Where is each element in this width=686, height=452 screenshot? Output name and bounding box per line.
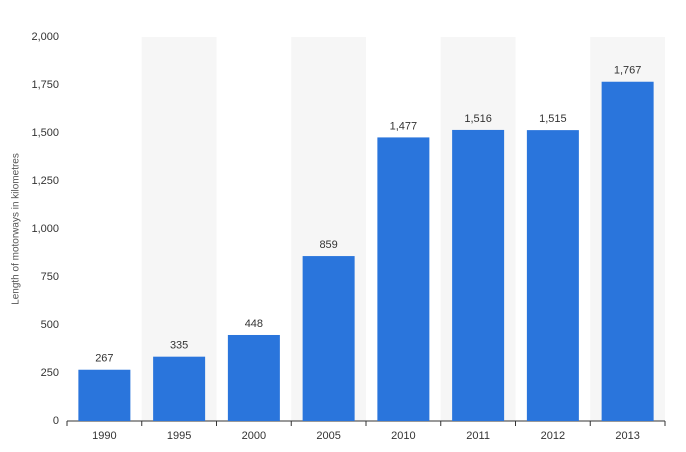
value-label: 1,516: [464, 113, 492, 125]
bar: [153, 356, 206, 421]
x-tick-label: 1990: [92, 430, 116, 442]
value-label: 859: [319, 239, 337, 251]
bar: [601, 81, 654, 422]
y-tick-label: 1,250: [31, 175, 59, 187]
value-label: 1,477: [390, 120, 418, 132]
y-tick-label: 0: [53, 415, 59, 427]
bar: [78, 369, 131, 421]
value-label: 1,767: [614, 65, 642, 77]
bar: [302, 256, 355, 421]
y-tick-label: 500: [41, 319, 59, 331]
bar: [377, 137, 430, 421]
value-label: 1,515: [539, 113, 567, 125]
x-tick-label: 2013: [615, 430, 639, 442]
y-tick-label: 250: [41, 367, 59, 379]
x-tick-label: 2011: [466, 430, 490, 442]
y-tick-label: 750: [41, 271, 59, 283]
x-tick-label: 2012: [541, 430, 565, 442]
value-label: 267: [95, 353, 113, 365]
y-tick-label: 1,500: [31, 127, 59, 139]
bar: [452, 129, 505, 422]
x-tick-label: 2005: [316, 430, 340, 442]
x-tick-label: 2010: [391, 430, 415, 442]
value-label: 335: [170, 340, 188, 352]
bar: [526, 130, 579, 421]
x-tick-label: 2000: [242, 430, 266, 442]
y-tick-label: 2,000: [31, 31, 59, 43]
bar: [227, 334, 280, 421]
x-tick-label: 1995: [167, 430, 191, 442]
y-axis-label: Length of motorways in kilometres: [11, 153, 22, 305]
value-label: 448: [245, 318, 263, 330]
y-tick-label: 1,750: [31, 79, 59, 91]
y-tick-label: 1,000: [31, 223, 59, 235]
